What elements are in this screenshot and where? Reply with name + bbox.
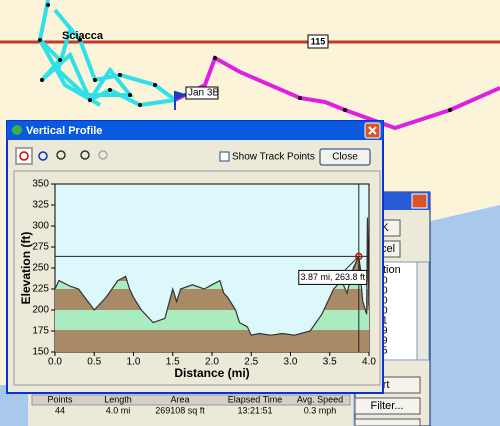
- y-tick-label: 300: [32, 221, 49, 232]
- y-tick-label: 150: [32, 347, 49, 358]
- stats-header-cell: Points: [47, 394, 73, 404]
- stats-header-cell: Length: [104, 394, 132, 404]
- tool-icon[interactable]: [56, 150, 66, 160]
- x-tick-label: 4.0: [362, 357, 376, 368]
- track-cyan: [37, 0, 177, 108]
- y-tick-label: 250: [32, 263, 49, 274]
- x-tick-label: 1.0: [127, 357, 141, 368]
- profile-title-bar: [7, 121, 383, 140]
- toolbar: [15, 147, 108, 165]
- track-points: [38, 3, 452, 112]
- tool-icon[interactable]: [80, 150, 90, 160]
- town-label: Sciacca: [62, 30, 104, 42]
- x-tick-label: 3.5: [323, 357, 337, 368]
- road-shield-label: 115: [311, 36, 326, 46]
- waypoint-flag[interactable]: [174, 90, 189, 110]
- x-tick-label: 0.5: [87, 357, 101, 368]
- waypoint-label[interactable]: Jan 3B: [188, 88, 219, 99]
- close-button-label[interactable]: Close: [332, 152, 358, 163]
- close-button[interactable]: [319, 148, 371, 166]
- x-tick-label: 2.0: [205, 357, 219, 368]
- tool-icon[interactable]: [38, 151, 48, 161]
- waypoint-box: [185, 86, 219, 100]
- stats-header-cell: Avg. Speed: [297, 394, 343, 404]
- stats-cell: 44: [55, 405, 65, 415]
- cursor-label: 3.87 mi, 263.8 ft: [301, 272, 366, 282]
- y-tick-label: 325: [32, 200, 49, 211]
- y-axis-title: Elevation (ft): [19, 232, 33, 305]
- stats-header-cell: Area: [170, 394, 189, 404]
- bg-button[interactable]: [354, 397, 421, 415]
- y-tick-label: 275: [32, 242, 49, 253]
- checkbox[interactable]: [219, 151, 230, 162]
- y-tick-label: 350: [32, 179, 49, 190]
- bg-button-label[interactable]: Filter...: [370, 400, 403, 412]
- bg-button-label[interactable]: K: [381, 222, 389, 234]
- bg-button[interactable]: [354, 418, 421, 426]
- stats-cell: 13:21:51: [237, 405, 272, 415]
- tool-icon[interactable]: [19, 151, 29, 161]
- close-x: [368, 126, 377, 135]
- stats-cell: 269108 sq ft: [155, 405, 205, 415]
- tool-icon[interactable]: [98, 150, 108, 160]
- x-tick-label: 2.5: [244, 357, 258, 368]
- cursor-callout: [344, 256, 362, 271]
- y-tick-label: 225: [32, 284, 49, 295]
- cursor-label-box: [298, 269, 368, 285]
- track-magenta: [174, 55, 500, 131]
- stats-header: [31, 394, 351, 406]
- window-title: Vertical Profile: [26, 125, 102, 137]
- checkbox-label[interactable]: Show Track Points: [232, 152, 315, 163]
- y-tick-label: 200: [32, 305, 49, 316]
- x-axis-title: Distance (mi): [174, 366, 249, 380]
- background-close[interactable]: [411, 193, 428, 209]
- bg-scrollbar[interactable]: [416, 261, 430, 361]
- road-shield: [307, 34, 329, 49]
- y-tick-label: 175: [32, 326, 49, 337]
- window-icon: [12, 125, 22, 135]
- x-tick-label: 1.5: [166, 357, 180, 368]
- bg-list-header: tion: [383, 264, 401, 276]
- stats-header-cell: Elapsed Time: [228, 394, 283, 404]
- stats-cell: 4.0 mi: [106, 405, 131, 415]
- x-tick-label: 0.0: [48, 357, 62, 368]
- tool-select[interactable]: [15, 147, 33, 165]
- x-tick-label: 3.0: [284, 357, 298, 368]
- stats-cell: 0.3 mph: [304, 405, 337, 415]
